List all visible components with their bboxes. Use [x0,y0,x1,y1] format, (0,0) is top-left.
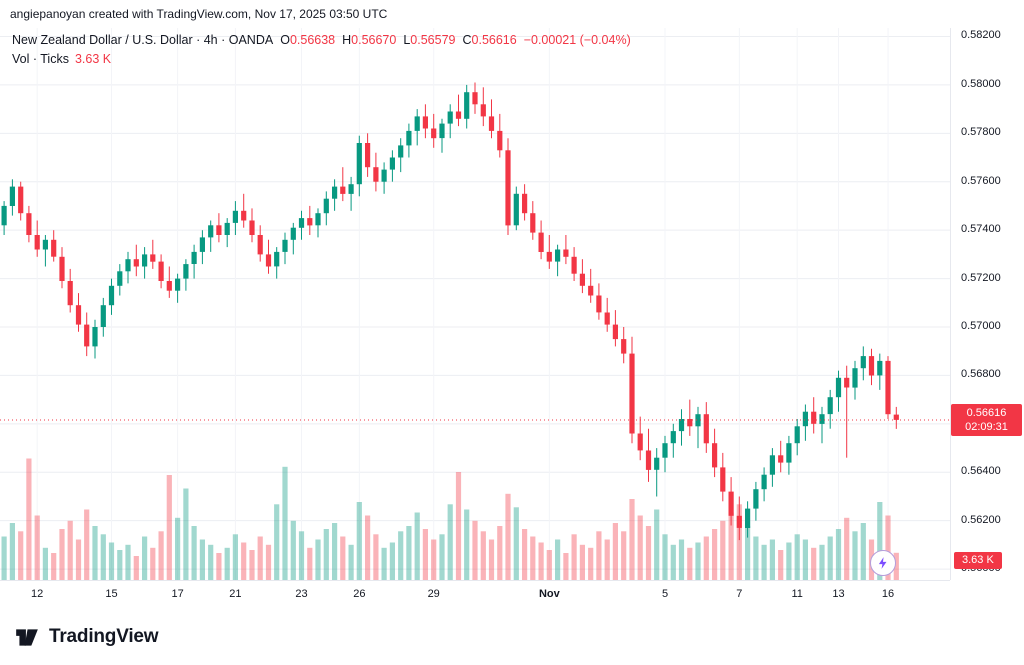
price-tick-label: 0.57400 [961,223,1001,236]
price-tick-label: 0.56800 [961,368,1001,381]
price-tick-label: 0.58000 [961,77,1001,90]
open-label: O [280,33,290,47]
low-value: 0.56579 [410,33,456,47]
volume-value-badge: 3.63 K [954,552,1002,569]
price-tick-label: 0.57000 [961,320,1001,332]
open-value: 0.56638 [289,33,336,47]
close-label: C [462,33,472,47]
volume-study-label: Vol · Ticks [12,52,69,66]
price-tick-label: 0.57600 [961,174,1001,187]
volume-study-value: 3.63 K [74,52,112,66]
price-tick-label: 0.57200 [961,271,1001,284]
tradingview-mark-icon [16,628,38,646]
time-tick-label: 7 [736,588,743,600]
time-tick-label: 29 [427,588,440,600]
time-tick-label: 21 [229,588,242,600]
time-tick-label: 16 [881,588,895,600]
time-tick-label: 11 [791,588,803,600]
tradingview-wordmark: TradingView [49,625,159,647]
time-tick-label: Nov [538,588,560,600]
price-tick-label: 0.56400 [961,465,1001,478]
time-axis[interactable]: 12 15 17 21 23 26 29 Nov 5 7 11 13 16 [0,580,950,608]
chart-legend: New Zealand Dollar / U.S. Dollar · 4h · … [12,33,631,66]
time-tick-label: 5 [661,588,669,600]
time-tick-label: 12 [31,588,44,600]
time-tick-label: 13 [832,588,845,600]
instant-order-button[interactable] [870,550,896,576]
time-tick-label: 15 [105,588,118,600]
close-value: 0.56616 [471,33,517,47]
footer-bar: TradingView [0,608,1024,665]
symbol-title: New Zealand Dollar / U.S. Dollar · 4h · … [12,33,274,47]
time-tick-label: 17 [171,588,184,600]
time-tick-label: 26 [353,588,366,600]
tradingview-logo[interactable]: TradingView [14,608,159,665]
price-tick-label: 0.57800 [961,126,1001,139]
lightning-icon [878,557,887,569]
price-tick-label: 0.56200 [961,513,1001,526]
bar-countdown: 02:09:31 [965,420,1008,433]
symbol-ohlc-line: New Zealand Dollar / U.S. Dollar · 4h · … [12,33,631,47]
last-price-value: 0.56616 [966,406,1007,419]
chart-region: New Zealand Dollar / U.S. Dollar · 4h · … [0,28,1024,608]
price-tick-label: 0.58200 [961,29,1001,42]
attribution-text: angiepanoyan created with TradingView.co… [10,7,388,21]
change-value: −0.00021 (−0.04%) [523,33,631,47]
high-value: 0.56670 [351,33,397,47]
volume-line: Vol · Ticks 3.63 K [12,52,631,66]
time-tick-label: 23 [295,588,308,600]
high-label: H [342,33,352,47]
last-price-badge: 0.56616 02:09:31 [951,403,1022,436]
candlestick-chart[interactable] [0,28,950,580]
low-label: L [403,33,411,47]
price-axis[interactable]: 0.58200 0.58000 0.57800 0.57600 0.57400 0.572… [950,28,1024,580]
